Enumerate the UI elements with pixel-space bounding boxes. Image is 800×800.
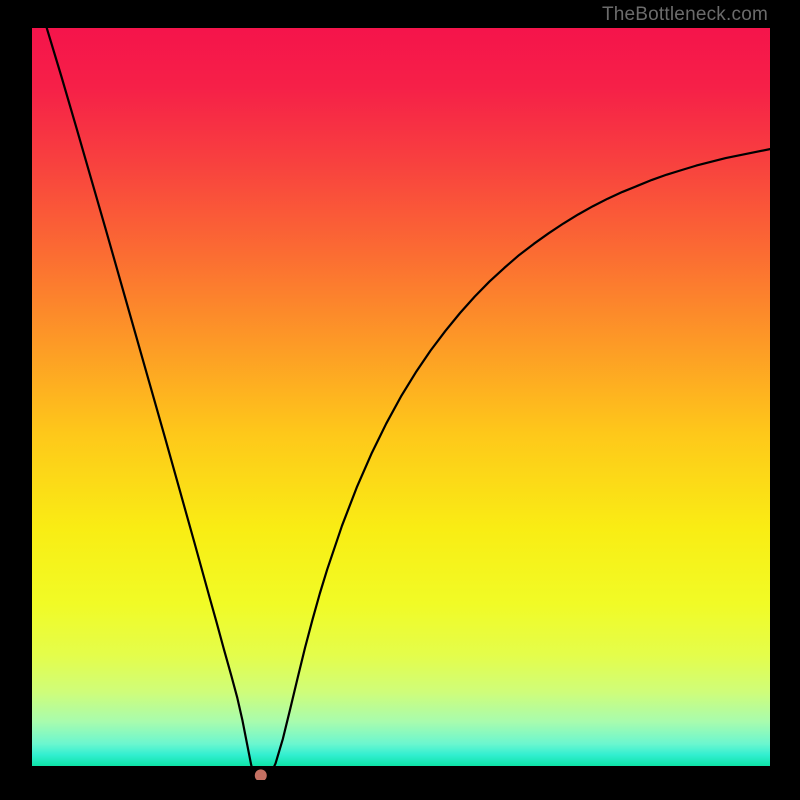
plot-area [32, 28, 770, 780]
bottleneck-curve [47, 28, 770, 780]
minimum-marker-icon [255, 769, 267, 780]
curve-layer [32, 28, 770, 780]
chart-frame: TheBottleneck.com [0, 0, 800, 800]
watermark-text: TheBottleneck.com [602, 4, 768, 26]
